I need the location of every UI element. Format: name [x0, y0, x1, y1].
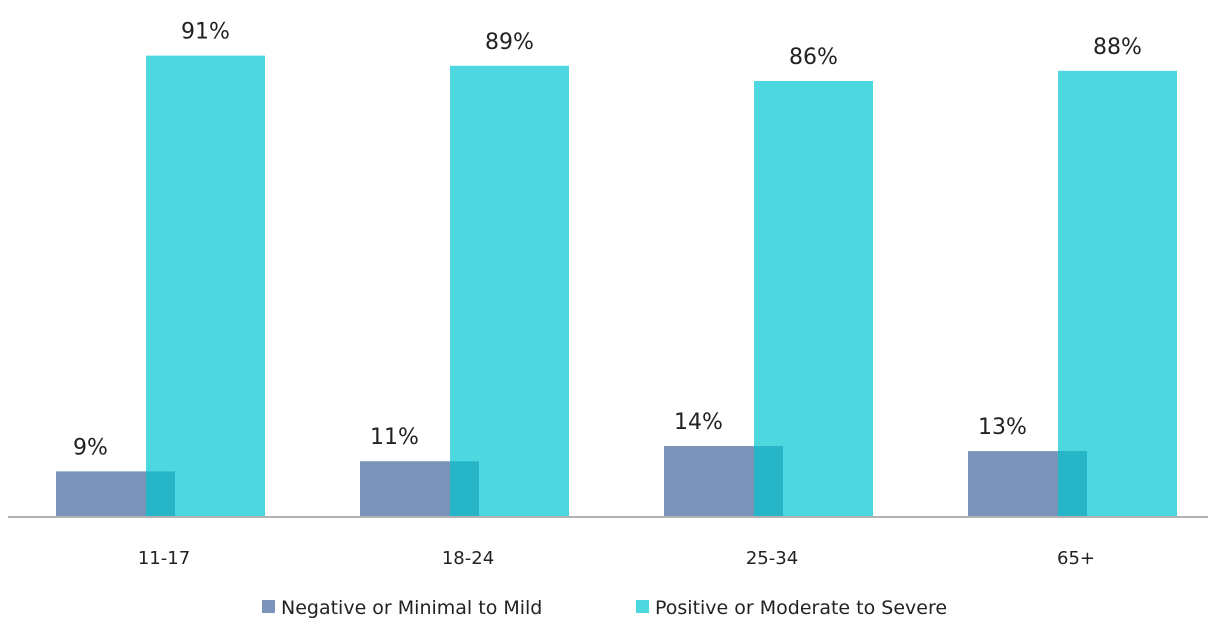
legend-label-positive: Positive or Moderate to Severe — [655, 597, 947, 619]
bar-overlap-65+ — [1058, 451, 1087, 517]
data-label-positive-65+: 88% — [1093, 35, 1142, 60]
x-tick-label-25-34: 25-34 — [746, 548, 798, 569]
legend-swatch-positive — [636, 600, 649, 613]
data-labels-layer: 9% 91% 11% 89% 14% 86% 13% 88% — [73, 20, 1142, 461]
legend-swatch-negative — [262, 600, 275, 613]
bar-overlap-11-17 — [146, 471, 175, 517]
data-label-negative-18-24: 11% — [370, 425, 419, 450]
data-label-positive-25-34: 86% — [789, 45, 838, 70]
legend-label-negative: Negative or Minimal to Mild — [281, 597, 542, 619]
data-label-negative-11-17: 9% — [73, 435, 108, 460]
x-tick-label-65+: 65+ — [1057, 548, 1095, 569]
data-label-positive-11-17: 91% — [181, 20, 230, 45]
data-label-negative-65+: 13% — [978, 415, 1027, 440]
bar-overlap-25-34 — [754, 446, 783, 517]
bar-positive-25-34 — [754, 80, 873, 517]
bar-positive-11-17 — [146, 55, 265, 517]
bar-positive-18-24 — [450, 65, 569, 518]
x-tick-label-18-24: 18-24 — [442, 548, 494, 569]
x-tick-labels: 11-17 18-24 25-34 65+ — [138, 548, 1095, 569]
x-tick-label-11-17: 11-17 — [138, 548, 190, 569]
bar-positive-65+ — [1058, 70, 1177, 517]
bar-overlap-18-24 — [450, 461, 479, 517]
legend: Negative or Minimal to Mild Positive or … — [262, 597, 947, 619]
data-label-negative-25-34: 14% — [674, 410, 723, 435]
data-label-positive-18-24: 89% — [485, 30, 534, 55]
bars-layer — [56, 55, 1177, 518]
